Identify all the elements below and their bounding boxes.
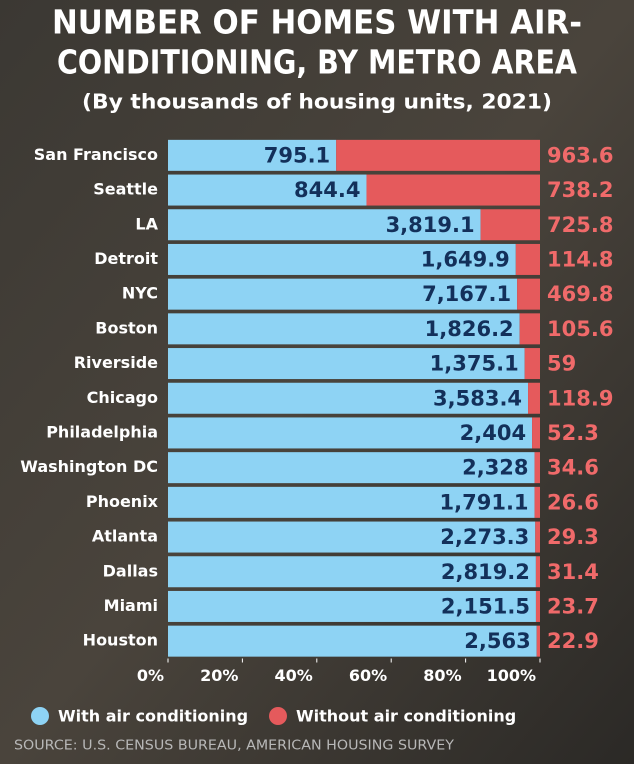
value-label: 795.1 — [264, 143, 330, 167]
value-label: 1,791.1 — [440, 490, 529, 514]
bar-segment — [532, 417, 540, 449]
value-label: 2,328 — [462, 456, 528, 480]
value-label: 963.6 — [547, 143, 613, 167]
bar-segment — [168, 348, 525, 380]
category-label: Detroit — [94, 249, 158, 268]
value-label: 31.4 — [547, 560, 599, 584]
category-label: Seattle — [93, 180, 158, 199]
value-label: 2,404 — [460, 421, 526, 445]
category-label: Boston — [95, 318, 158, 337]
x-tick-label: 0% — [137, 666, 164, 685]
value-label: 34.6 — [547, 456, 599, 480]
value-label: 1,375.1 — [430, 352, 519, 376]
category-label: Chicago — [87, 388, 158, 407]
value-label: 2,151.5 — [441, 594, 530, 618]
value-label: 1,649.9 — [421, 247, 510, 271]
bar-segment — [515, 243, 540, 275]
value-label: 725.8 — [547, 213, 613, 237]
x-tick-label: 100% — [487, 666, 536, 685]
value-label: 29.3 — [547, 525, 599, 549]
category-label: Phoenix — [86, 492, 159, 511]
category-label: Atlanta — [92, 527, 158, 546]
value-label: 3,583.4 — [433, 386, 522, 410]
bar-segment — [519, 313, 540, 345]
bar-segment — [168, 452, 535, 484]
legend-label: Without air conditioning — [296, 707, 516, 726]
value-label: 114.8 — [547, 247, 613, 271]
x-tick-label: 40% — [275, 666, 313, 685]
category-label: Miami — [104, 596, 158, 615]
bar-segment — [168, 590, 536, 622]
category-label: Dallas — [103, 561, 158, 580]
chart-subtitle: (By thousands of housing units, 2021) — [82, 90, 552, 114]
bar-segment — [168, 625, 537, 657]
value-label: 1,826.2 — [425, 317, 514, 341]
bar-segment — [168, 139, 337, 171]
value-label: 26.6 — [547, 490, 599, 514]
bar-segment — [168, 278, 518, 310]
bar-segment — [168, 313, 520, 345]
category-label: NYC — [122, 284, 158, 303]
bar-segment — [535, 590, 540, 622]
value-label: 23.7 — [547, 594, 599, 618]
value-label: 738.2 — [547, 178, 613, 202]
x-tick-label: 20% — [200, 666, 238, 685]
bar-segment — [168, 243, 516, 275]
value-label: 2,563 — [464, 629, 530, 653]
bar-segment — [168, 486, 535, 518]
value-label: 2,273.3 — [440, 525, 529, 549]
value-label: 3,819.1 — [386, 213, 475, 237]
bar-segment — [534, 486, 540, 518]
bar-segment — [517, 278, 540, 310]
category-label: Washington DC — [20, 457, 158, 476]
bar-segment — [480, 209, 540, 241]
category-label: San Francisco — [34, 145, 158, 164]
category-label: Riverside — [74, 353, 158, 372]
value-label: 469.8 — [547, 282, 613, 306]
value-label: 59 — [547, 352, 576, 376]
x-tick-label: 60% — [349, 666, 387, 685]
value-label: 52.3 — [547, 421, 599, 445]
bar-segment — [534, 452, 540, 484]
legend-marker — [31, 707, 49, 725]
legend-marker — [269, 707, 287, 725]
bar-segment — [535, 556, 540, 588]
bar-segment — [336, 139, 540, 171]
category-label: LA — [135, 214, 158, 233]
bar-segment — [535, 521, 540, 553]
value-label: 22.9 — [547, 629, 599, 653]
bar-segment — [366, 174, 540, 206]
category-label: Philadelphia — [46, 422, 158, 441]
bar-segment — [168, 209, 481, 241]
value-label: 844.4 — [294, 178, 360, 202]
bar-segment — [168, 417, 533, 449]
value-label: 2,819.2 — [441, 560, 530, 584]
source: SOURCE: U.S. CENSUS BUREAU, AMERICAN HOU… — [14, 739, 454, 754]
x-tick-label: 80% — [423, 666, 461, 685]
value-label: 105.6 — [547, 317, 613, 341]
bar-segment — [168, 556, 536, 588]
bar-segment — [168, 521, 536, 553]
chart-title: CONDITIONING, BY METRO AREA — [57, 43, 577, 82]
bar-segment — [168, 174, 367, 206]
chart-title: NUMBER OF HOMES WITH AIR- — [52, 3, 582, 42]
bar-segment — [524, 348, 540, 380]
bar-segment — [168, 382, 529, 414]
bar-segment — [536, 625, 540, 657]
value-label: 7,167.1 — [422, 282, 511, 306]
category-label: Houston — [83, 631, 158, 650]
bar-segment — [528, 382, 540, 414]
value-label: 118.9 — [547, 386, 613, 410]
legend-label: With air conditioning — [58, 707, 248, 726]
